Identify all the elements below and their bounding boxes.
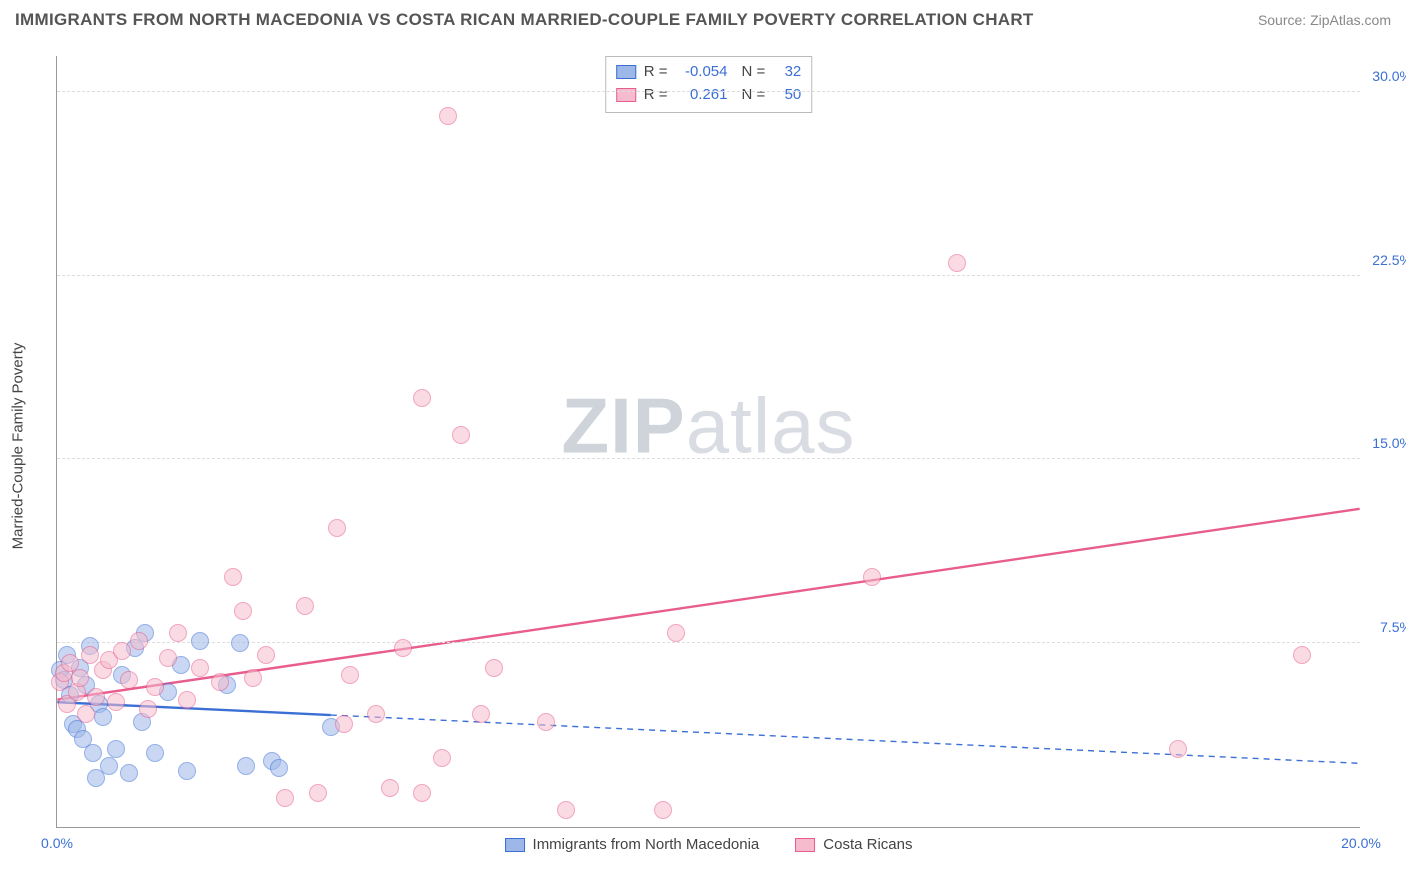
data-point	[191, 632, 209, 650]
data-point	[100, 757, 118, 775]
data-point	[667, 624, 685, 642]
data-point	[237, 757, 255, 775]
legend-swatch	[505, 838, 525, 852]
data-point	[234, 602, 252, 620]
data-point	[120, 671, 138, 689]
data-point	[257, 646, 275, 664]
data-point	[270, 759, 288, 777]
data-point	[107, 740, 125, 758]
legend-label: Costa Ricans	[823, 836, 912, 853]
data-point	[557, 801, 575, 819]
r-value: -0.054	[676, 61, 728, 84]
y-tick-label: 15.0%	[1372, 435, 1406, 451]
data-point	[485, 659, 503, 677]
data-point	[94, 708, 112, 726]
data-point	[328, 519, 346, 537]
data-point	[84, 744, 102, 762]
data-point	[244, 669, 262, 687]
data-point	[341, 666, 359, 684]
data-point	[211, 673, 229, 691]
data-point	[107, 693, 125, 711]
data-point	[81, 646, 99, 664]
y-tick-label: 7.5%	[1380, 619, 1406, 635]
n-label: N =	[742, 84, 766, 107]
data-point	[120, 764, 138, 782]
data-point	[178, 762, 196, 780]
x-tick-label: 20.0%	[1341, 835, 1381, 851]
data-point	[948, 254, 966, 272]
data-point	[394, 639, 412, 657]
chart-header: IMMIGRANTS FROM NORTH MACEDONIA VS COSTA…	[15, 10, 1391, 30]
data-point	[146, 744, 164, 762]
data-point	[146, 678, 164, 696]
data-point	[77, 705, 95, 723]
gridline	[57, 275, 1360, 276]
data-point	[191, 659, 209, 677]
legend-item: Immigrants from North Macedonia	[505, 836, 760, 853]
watermark-bold: ZIP	[561, 382, 685, 470]
legend-item: Costa Ricans	[795, 836, 912, 853]
data-point	[472, 705, 490, 723]
data-point	[381, 779, 399, 797]
y-tick-label: 30.0%	[1372, 68, 1406, 84]
gridline	[57, 91, 1360, 92]
gridline	[57, 458, 1360, 459]
data-point	[433, 749, 451, 767]
data-point	[169, 624, 187, 642]
data-point	[413, 784, 431, 802]
data-point	[413, 389, 431, 407]
data-point	[863, 568, 881, 586]
watermark-light: atlas	[686, 382, 856, 470]
scatter-plot-area: ZIPatlas R =-0.054N =32R =0.261N =50 Imm…	[56, 56, 1360, 828]
series-legend: Immigrants from North Macedonia Costa Ric…	[505, 836, 913, 853]
x-tick-label: 0.0%	[41, 835, 73, 851]
data-point	[439, 107, 457, 125]
trend-line-dashed	[331, 715, 1360, 763]
data-point	[452, 426, 470, 444]
data-point	[1169, 740, 1187, 758]
y-tick-label: 22.5%	[1372, 252, 1406, 268]
r-label: R =	[644, 84, 668, 107]
stats-row: R = -0.054 N = 32	[616, 61, 802, 84]
data-point	[113, 642, 131, 660]
data-point	[654, 801, 672, 819]
legend-label: Immigrants from North Macedonia	[533, 836, 760, 853]
data-point	[1293, 646, 1311, 664]
source-attribution: Source: ZipAtlas.com	[1258, 12, 1391, 28]
chart-title: IMMIGRANTS FROM NORTH MACEDONIA VS COSTA…	[15, 10, 1034, 30]
data-point	[159, 649, 177, 667]
correlation-stats-box: R = -0.054 N = 32 R = 0.261 N = 50	[605, 56, 813, 113]
data-point	[276, 789, 294, 807]
data-point	[367, 705, 385, 723]
r-label: R =	[644, 61, 668, 84]
data-point	[296, 597, 314, 615]
r-value: 0.261	[676, 84, 728, 107]
gridline	[57, 642, 1360, 643]
data-point	[87, 688, 105, 706]
data-point	[231, 634, 249, 652]
stats-row: R = 0.261 N = 50	[616, 84, 802, 107]
data-point	[178, 691, 196, 709]
data-point	[224, 568, 242, 586]
n-value: 32	[773, 61, 801, 84]
data-point	[537, 713, 555, 731]
legend-swatch	[616, 65, 636, 79]
n-value: 50	[773, 84, 801, 107]
legend-swatch	[795, 838, 815, 852]
data-point	[139, 700, 157, 718]
trend-lines-layer	[57, 56, 1360, 827]
data-point	[71, 669, 89, 687]
data-point	[309, 784, 327, 802]
y-axis-label: Married-Couple Family Poverty	[10, 343, 27, 550]
data-point	[130, 632, 148, 650]
n-label: N =	[742, 61, 766, 84]
data-point	[335, 715, 353, 733]
